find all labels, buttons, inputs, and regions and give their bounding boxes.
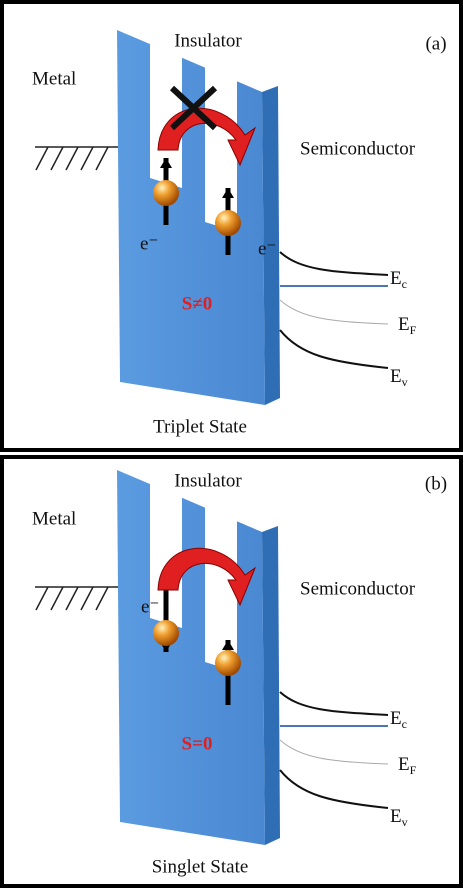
fermi-band xyxy=(280,740,388,764)
diagram: (a)InsulatorMetalSemiconductore⁻e⁻S≠0EcE… xyxy=(0,0,463,890)
electron xyxy=(215,210,241,236)
insulator-label: Insulator xyxy=(174,30,242,51)
energy-symbol: E xyxy=(398,754,410,775)
plate-front xyxy=(117,30,265,405)
plate-side xyxy=(262,526,280,845)
hatch xyxy=(96,147,108,170)
energy-level: Ev xyxy=(390,806,408,828)
energy-subscript: v xyxy=(402,375,408,389)
energy-level: EF xyxy=(398,754,417,776)
semiconductor-label: Semiconductor xyxy=(300,138,416,159)
state-label: Singlet State xyxy=(152,856,249,877)
conduction-band xyxy=(280,692,388,715)
hatch xyxy=(36,587,48,610)
energy-symbol: E xyxy=(390,708,402,729)
conduction-band xyxy=(280,252,388,275)
energy-level: Ec xyxy=(390,268,407,290)
electron-label: e⁻ xyxy=(258,238,276,259)
hatch xyxy=(81,147,93,170)
hatch xyxy=(51,147,63,170)
hatch xyxy=(96,587,108,610)
hatch xyxy=(66,587,78,610)
electron xyxy=(215,650,241,676)
energy-subscript: F xyxy=(410,763,417,777)
spin-label: S≠0 xyxy=(182,293,213,314)
electron-label: e⁻ xyxy=(140,233,158,254)
hatch xyxy=(81,587,93,610)
metal-label: Metal xyxy=(32,508,76,529)
energy-subscript: c xyxy=(402,717,407,731)
electron xyxy=(153,180,179,206)
electron-label: e⁻ xyxy=(141,596,159,617)
panel-tag: (a) xyxy=(425,33,446,54)
metal-label: Metal xyxy=(32,68,76,89)
plate-front xyxy=(117,470,265,845)
insulator-label: Insulator xyxy=(174,470,242,491)
energy-symbol: E xyxy=(390,366,402,387)
valence-band xyxy=(280,770,388,808)
energy-subscript: v xyxy=(402,815,408,829)
semiconductor-label: Semiconductor xyxy=(300,578,416,599)
panel: (b)InsulatorMetalSemiconductore⁻S=0EcEFE… xyxy=(2,457,461,886)
electron xyxy=(153,620,179,646)
panel-tag: (b) xyxy=(425,473,447,494)
energy-level: EF xyxy=(398,314,417,336)
energy-subscript: F xyxy=(410,323,417,337)
valence-band xyxy=(280,330,388,368)
energy-symbol: E xyxy=(398,314,410,335)
panel: (a)InsulatorMetalSemiconductore⁻e⁻S≠0EcE… xyxy=(2,2,461,450)
hatch xyxy=(66,147,78,170)
hatch xyxy=(36,147,48,170)
energy-symbol: E xyxy=(390,268,402,289)
hatch xyxy=(51,587,63,610)
energy-symbol: E xyxy=(390,806,402,827)
energy-level: Ev xyxy=(390,366,408,388)
fermi-band xyxy=(280,300,388,324)
energy-level: Ec xyxy=(390,708,407,730)
energy-subscript: c xyxy=(402,277,407,291)
state-label: Triplet State xyxy=(153,416,247,437)
spin-label: S=0 xyxy=(182,733,213,754)
